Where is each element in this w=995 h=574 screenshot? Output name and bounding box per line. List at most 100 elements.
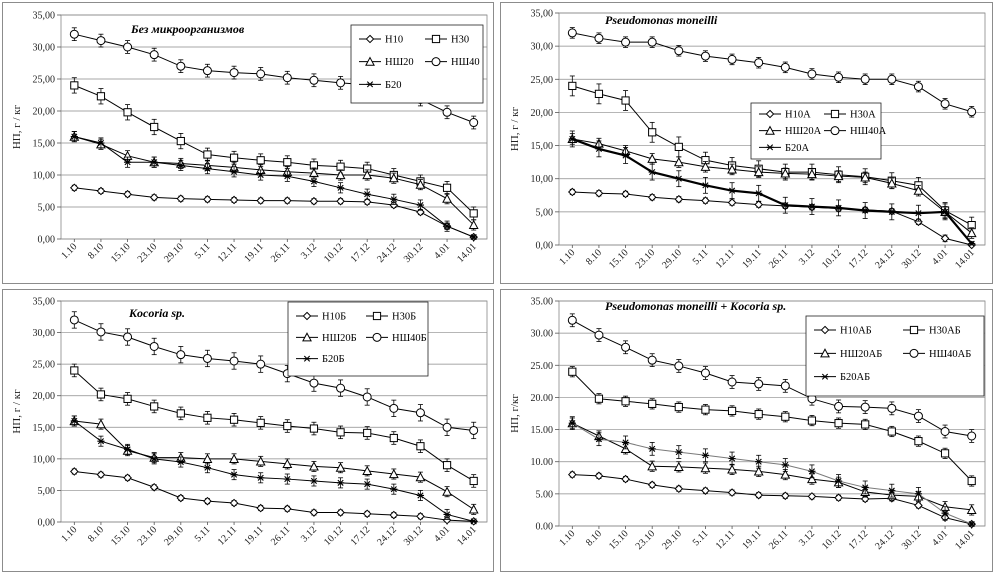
series-star <box>568 416 976 528</box>
series-line <box>73 370 474 482</box>
data-point <box>336 162 345 171</box>
data-point <box>861 420 870 429</box>
data-point <box>442 183 452 192</box>
data-point <box>860 172 871 182</box>
legend-marker <box>820 325 830 335</box>
x-tick-label: 4.01 <box>432 524 452 544</box>
data-point <box>755 458 763 465</box>
x-tick-label: 15.10 <box>109 524 133 548</box>
x-tick-label: 15.10 <box>607 247 631 271</box>
data-point <box>96 186 106 196</box>
data-point <box>567 28 577 38</box>
legend-label: Н30Б <box>392 312 416 323</box>
data-point <box>469 209 478 218</box>
data-point <box>727 464 737 474</box>
legend: Н10Б Н30Б НШ20Б НШ40Б Б20Б <box>287 301 429 377</box>
data-point <box>69 315 79 325</box>
data-point <box>940 234 950 243</box>
y-tick-label: 30,00 <box>531 42 554 53</box>
x-tick-label: 12.11 <box>216 241 239 264</box>
legend-label: НШ40Б <box>392 333 427 344</box>
legend-label: НШ20АБ <box>840 349 882 360</box>
x-tick-label: 29.10 <box>162 524 186 548</box>
data-point <box>390 196 398 203</box>
data-point <box>443 511 451 518</box>
data-point <box>336 428 345 437</box>
data-point <box>309 75 319 85</box>
series-line <box>572 138 972 234</box>
data-point <box>230 168 238 175</box>
data-point <box>886 178 897 188</box>
x-tick-label: 14.01 <box>455 241 479 265</box>
data-point <box>123 473 132 483</box>
x-tick-label: 8.10 <box>86 524 106 544</box>
data-point <box>674 142 683 151</box>
data-point <box>887 427 896 436</box>
x-tick-label: 23.10 <box>136 241 160 265</box>
data-point <box>282 458 293 469</box>
data-point <box>727 198 737 207</box>
legend-item: Н30Б <box>366 312 416 323</box>
chart-svg: 0,00 5,00 10,00 15,00 20,00 25,00 30,00 35,00 1.… <box>11 11 488 265</box>
data-point <box>728 455 736 462</box>
data-point <box>96 327 106 337</box>
data-point <box>595 145 603 152</box>
data-point <box>860 74 870 84</box>
legend-label: Н10Б <box>322 312 346 323</box>
data-point <box>807 69 817 79</box>
data-point <box>336 479 345 486</box>
series-line <box>74 84 475 214</box>
x-tick-label: 12.11 <box>216 524 239 547</box>
x-tick-label: 1.10 <box>557 528 577 548</box>
data-point <box>363 191 371 198</box>
data-point <box>362 169 373 180</box>
data-point <box>594 89 604 98</box>
data-point <box>941 208 949 215</box>
data-point <box>310 178 318 185</box>
y-tick-label: 0,00 <box>38 518 56 529</box>
y-tick-label: 5,00 <box>38 203 56 214</box>
x-tick-label: 19.11 <box>740 528 763 551</box>
data-point <box>780 469 791 479</box>
data-point <box>781 491 790 501</box>
x-tick-label: 10.12 <box>820 528 844 552</box>
data-point <box>648 128 657 137</box>
data-point <box>309 378 319 388</box>
legend-item: НШ40 <box>425 57 480 68</box>
data-point <box>913 82 923 92</box>
data-point <box>176 409 185 418</box>
legend-item: Н30АБ <box>903 326 961 337</box>
data-point <box>362 509 372 519</box>
data-point <box>940 99 950 109</box>
data-point <box>123 159 132 166</box>
y-tick-label: 35,00 <box>531 9 554 20</box>
legend-marker <box>366 81 374 88</box>
data-point <box>700 161 711 171</box>
data-point <box>203 150 212 159</box>
x-tick-label: 4.01 <box>930 528 950 548</box>
x-tick-label: 10.12 <box>322 241 346 265</box>
legend-label: Н10АБ <box>840 326 872 337</box>
chart-title: Kocoria sp. <box>128 306 185 320</box>
data-point <box>887 74 897 84</box>
data-point <box>621 397 630 406</box>
data-point <box>97 139 105 147</box>
data-point <box>256 69 266 79</box>
data-point <box>70 366 79 375</box>
series-star <box>70 415 478 525</box>
data-point <box>621 342 631 352</box>
data-point <box>442 461 452 470</box>
series-line <box>74 136 475 226</box>
data-point <box>568 135 576 143</box>
data-point <box>728 187 736 194</box>
legend-item: Б20А <box>759 143 810 154</box>
data-point <box>336 184 345 191</box>
data-point <box>335 462 346 472</box>
legend-label: НШ40АБ <box>929 349 971 360</box>
data-point <box>674 484 684 494</box>
data-point <box>968 240 976 247</box>
x-tick-label: 10.12 <box>820 247 844 271</box>
y-tick-label: 5,00 <box>38 486 56 497</box>
data-point <box>416 492 425 499</box>
x-tick-label: 4.01 <box>432 241 452 261</box>
